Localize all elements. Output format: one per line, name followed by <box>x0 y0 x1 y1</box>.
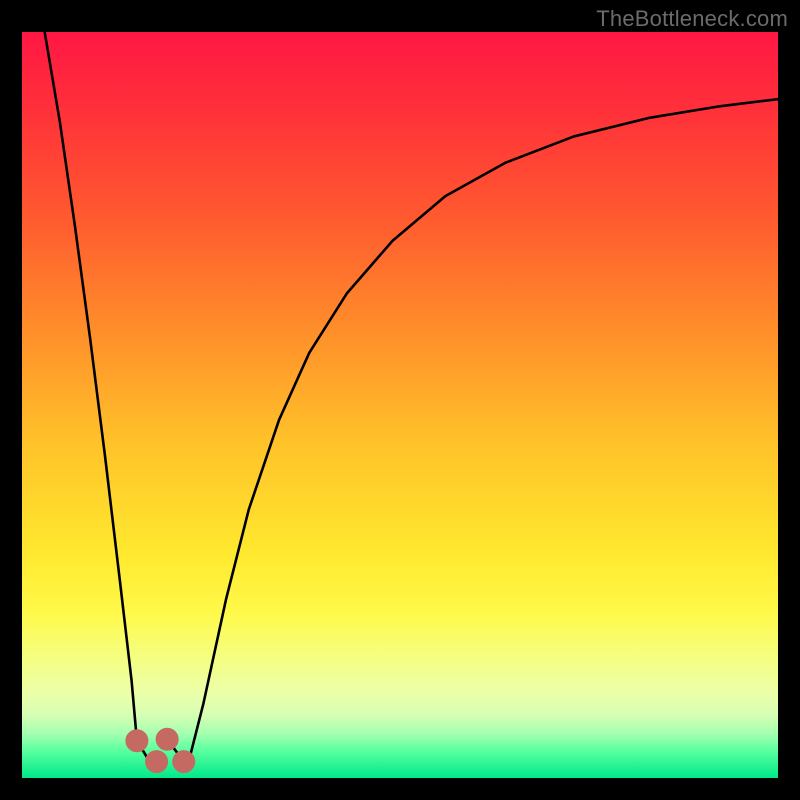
chart-frame: TheBottleneck.com <box>0 0 800 800</box>
curve-node-marker <box>156 728 178 750</box>
plot-area <box>22 32 778 778</box>
curve-node-marker <box>126 730 148 752</box>
curve-node-marker <box>146 751 168 773</box>
watermark-text: TheBottleneck.com <box>596 6 788 32</box>
chart-svg <box>22 32 778 778</box>
curve-node-marker <box>173 751 195 773</box>
